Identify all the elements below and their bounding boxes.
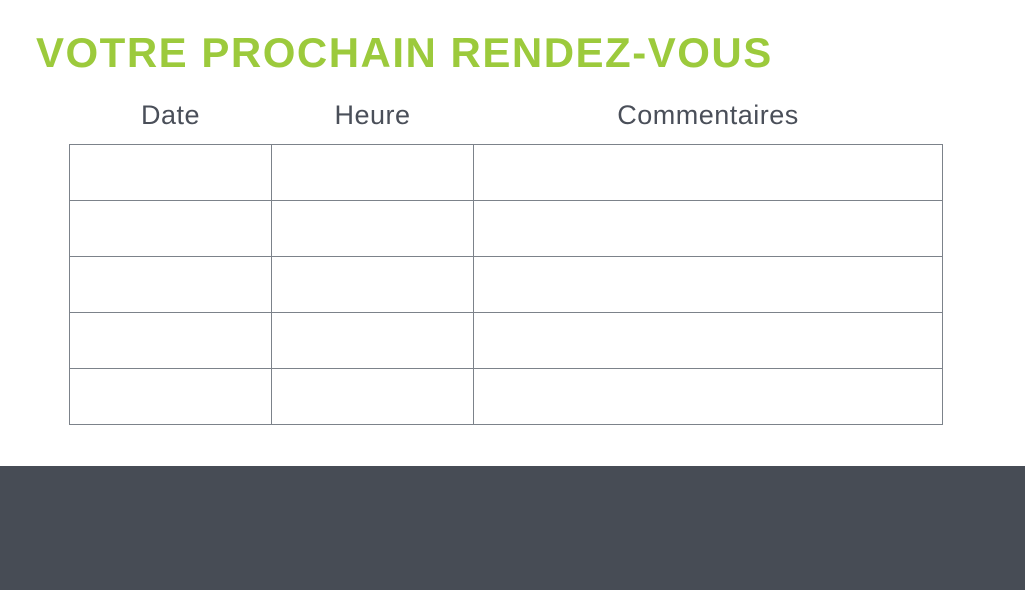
table-cell: [473, 368, 943, 425]
table-cell: [473, 144, 943, 201]
table-row: [69, 368, 943, 425]
table-cell: [271, 312, 474, 369]
table-row: [69, 312, 943, 369]
table-cell: [271, 256, 474, 313]
table-cell: [473, 200, 943, 257]
appointments-table-section: Date Heure Commentaires: [69, 100, 943, 425]
table-cell: [69, 200, 272, 257]
table-cell: [473, 256, 943, 313]
page-title: VOTRE PROCHAIN RENDEZ-VOUS: [36, 29, 773, 76]
table-cell: [69, 144, 272, 201]
table-cell: [69, 312, 272, 369]
table-cell: [69, 256, 272, 313]
table-row: [69, 200, 943, 257]
table-cell: [473, 312, 943, 369]
table-cell: [271, 200, 474, 257]
table-cell: [271, 368, 474, 425]
column-header-heure: Heure: [334, 100, 411, 130]
table-cell: [271, 144, 474, 201]
table-header-row: Date Heure Commentaires: [70, 100, 943, 145]
table-row: [69, 144, 943, 201]
table-cell: [69, 368, 272, 425]
table-body: [69, 144, 943, 425]
table-row: [69, 256, 943, 313]
appointments-table: Date Heure Commentaires: [69, 100, 943, 425]
column-header-commentaires: Commentaires: [617, 100, 799, 130]
footer-band: [0, 466, 1025, 590]
column-header-date: Date: [140, 100, 201, 130]
